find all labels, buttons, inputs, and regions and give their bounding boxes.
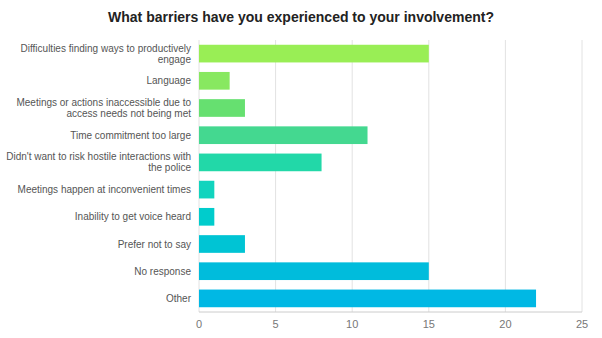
- y-tick-label: Inability to get voice heard: [75, 211, 191, 222]
- y-tick-label: Language: [147, 75, 192, 86]
- y-tick-label: No response: [134, 266, 191, 277]
- x-tick-label: 5: [273, 318, 279, 330]
- title: What barriers have you experienced to yo…: [108, 9, 494, 25]
- bar: [199, 290, 536, 308]
- bar: [199, 45, 429, 63]
- x-tick-label: 15: [423, 318, 435, 330]
- y-tick-label: Didn't want to risk hostile interactions…: [6, 151, 191, 173]
- x-tick-label: 25: [576, 318, 588, 330]
- x-tick-label: 20: [499, 318, 511, 330]
- x-tick-label: 10: [346, 318, 358, 330]
- bars: [199, 45, 536, 307]
- grid-line: [582, 40, 583, 312]
- bar: [199, 208, 214, 226]
- x-axis: 0 5 10 15 20 25: [196, 318, 588, 330]
- grid: [199, 40, 582, 312]
- x-axis-line: [199, 312, 582, 313]
- chart: What barriers have you experienced to yo…: [0, 0, 602, 338]
- y-tick-label: Time commitment too large: [70, 130, 191, 141]
- y-tick-label: Other: [166, 293, 192, 304]
- bar: [199, 154, 322, 172]
- y-tick-label: Prefer not to say: [118, 239, 191, 250]
- x-tick-label: 0: [196, 318, 202, 330]
- y-tick-label: Meetings happen at inconvenient times: [18, 184, 191, 195]
- grid-line: [505, 40, 506, 312]
- bar: [199, 262, 429, 280]
- bar: [199, 235, 245, 253]
- bar: [199, 126, 368, 144]
- bar: [199, 181, 214, 199]
- y-axis: Difficulties finding ways to productivel…: [6, 43, 191, 304]
- bar: [199, 72, 230, 90]
- chart-container: What barriers have you experienced to yo…: [0, 0, 602, 338]
- y-tick-label: Difficulties finding ways to productivel…: [21, 43, 192, 65]
- y-tick-label: Meetings or actions inaccessible due toa…: [16, 97, 191, 119]
- bar: [199, 99, 245, 117]
